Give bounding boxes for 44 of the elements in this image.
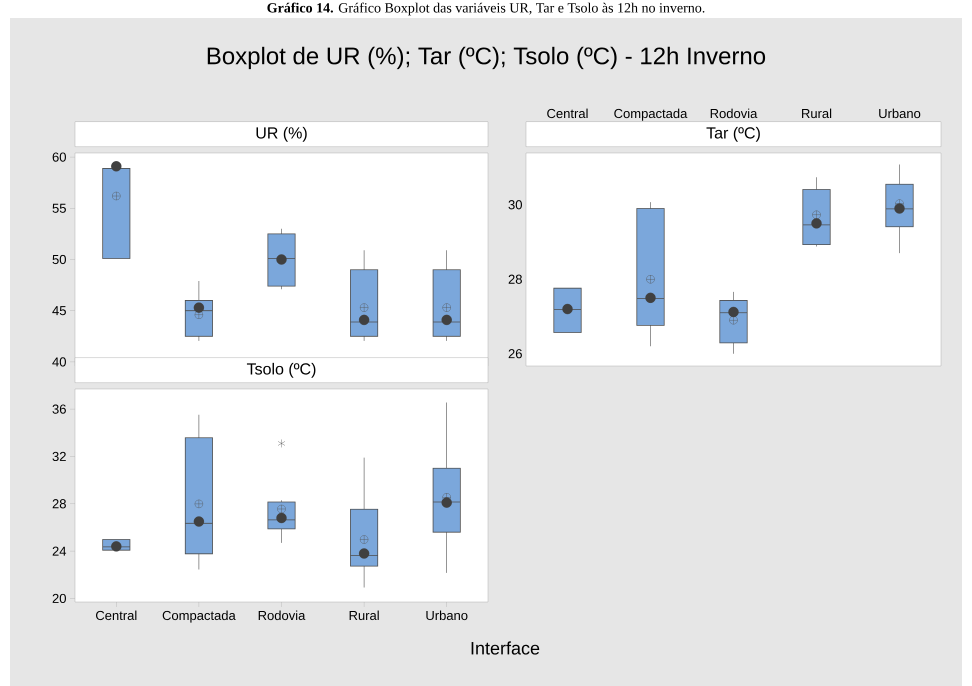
point — [111, 161, 122, 172]
y-tick-label: 30 — [508, 200, 522, 210]
x-tick-label: Urbano — [426, 610, 468, 620]
x-tick-label: Rodovia — [710, 108, 758, 118]
point — [811, 218, 822, 229]
y-tick-label: 40 — [52, 357, 66, 367]
point — [442, 314, 452, 326]
x-axis-title: Interface — [472, 641, 540, 655]
y-tick-label: 26 — [508, 349, 522, 358]
x-tick-label: Compactada — [162, 610, 236, 623]
x-tick-label: Rural — [802, 108, 832, 118]
chart-title: Tsolo (ºC) — [246, 362, 316, 378]
point — [894, 203, 905, 214]
point — [194, 516, 204, 527]
y-tick-label: 60 — [52, 152, 66, 162]
text: Gráfico 14. Gráfico Boxplot das variáveis UR, Tar e Tsolo às 12h no inverno. — [267, 2, 704, 16]
y-tick-label: 50 — [52, 254, 66, 264]
x-tick-label: Central — [96, 610, 136, 620]
y-tick-label: 32 — [52, 452, 66, 462]
point — [276, 254, 287, 265]
y-tick-label: 20 — [52, 594, 66, 604]
y-tick-label: 24 — [52, 546, 66, 556]
point — [276, 512, 287, 524]
text: Boxplot de UR (%); Tar (ºC); Tsolo (ºC) - 12h Inverno — [208, 46, 766, 70]
x-tick-label: Urbano — [879, 108, 920, 118]
y-tick-label: 55 — [52, 204, 66, 213]
y-tick-label: 45 — [52, 306, 66, 316]
point — [194, 302, 204, 313]
x-tick-label: Compactada — [614, 108, 688, 121]
chart-title: Tar (ºC) — [706, 126, 760, 142]
point — [358, 548, 370, 559]
y-tick-label: 36 — [52, 404, 66, 414]
x-tick-label: Central — [547, 108, 588, 118]
y-tick-label: 28 — [52, 499, 66, 508]
point — [111, 541, 122, 552]
chart-title: UR (%) — [256, 126, 307, 142]
point — [562, 304, 573, 314]
x-tick-label: Rodovia — [258, 610, 306, 620]
y-tick-label: 28 — [508, 274, 522, 284]
point — [645, 292, 656, 304]
x-tick-label: Rural — [350, 610, 379, 620]
point — [442, 497, 452, 508]
point — [358, 314, 370, 326]
point — [728, 306, 739, 318]
